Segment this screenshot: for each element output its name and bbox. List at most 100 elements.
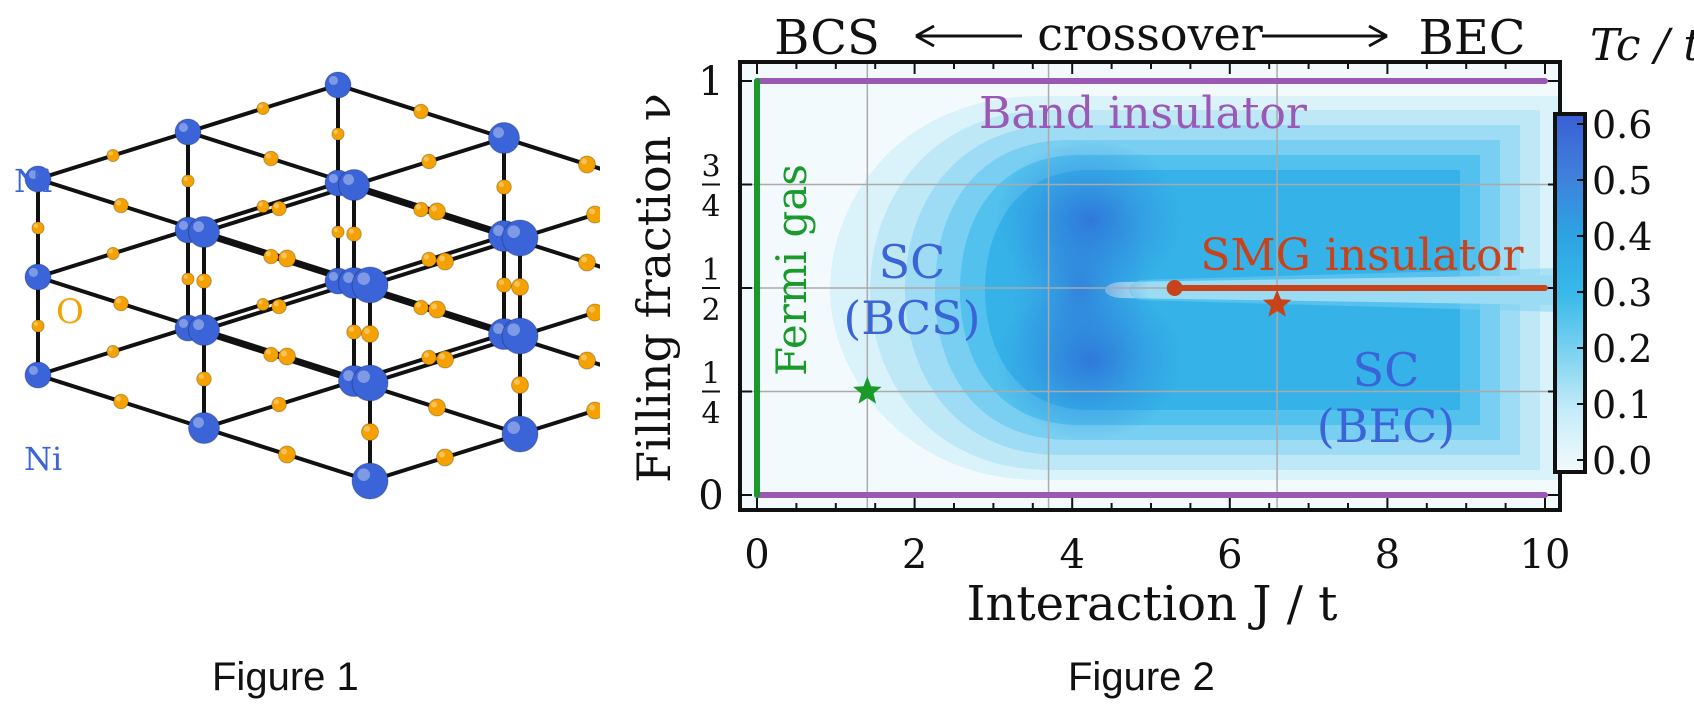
atom-highlight bbox=[333, 129, 338, 135]
oxygen-atom bbox=[263, 150, 279, 167]
phase-markers bbox=[853, 280, 1292, 404]
atom-highlight bbox=[258, 300, 263, 305]
axis-ticks bbox=[740, 62, 1560, 510]
atom-highlight bbox=[514, 281, 521, 287]
nickel-atom bbox=[351, 266, 389, 304]
atom-highlight bbox=[364, 328, 370, 334]
oxygen-atom bbox=[413, 103, 429, 120]
atom-highlight bbox=[439, 255, 445, 262]
atom-highlight bbox=[439, 353, 445, 360]
atom-highlight bbox=[493, 127, 505, 138]
atom-highlight bbox=[281, 350, 287, 357]
crossover-label: crossover bbox=[1037, 7, 1263, 61]
oxygen-atom bbox=[428, 300, 446, 319]
oxygen-atom bbox=[361, 325, 379, 343]
atom-highlight bbox=[507, 323, 520, 337]
atom-highlight bbox=[273, 203, 279, 209]
atom-highlight bbox=[581, 158, 588, 165]
oxygen-atom bbox=[113, 197, 129, 214]
oxygen-atom bbox=[196, 273, 212, 289]
oxygen-atom bbox=[31, 319, 45, 333]
oxygen-atom bbox=[346, 226, 362, 242]
colorbar-tick-label: 0.6 bbox=[1592, 103, 1652, 147]
atom-highlight bbox=[423, 156, 429, 162]
y-tick-label-denominator: 4 bbox=[701, 190, 720, 225]
oxygen-atom bbox=[278, 347, 296, 366]
crystal-lattice-figure: Ni O Ni bbox=[14, 71, 600, 500]
star-marker bbox=[853, 376, 882, 404]
y-tick-label: 1 bbox=[698, 59, 723, 105]
y-tick-labels: 0 1 4 1 2 3 4 1 bbox=[698, 59, 723, 519]
atom-highlight bbox=[493, 323, 505, 335]
oxygen-atom bbox=[421, 349, 437, 366]
oxygen-atom bbox=[346, 324, 362, 340]
colorbar-tick-label: 0.1 bbox=[1592, 383, 1652, 427]
crossover-left-arrow bbox=[915, 24, 1022, 48]
phase-lines bbox=[754, 78, 1548, 498]
bcs-regime-label: BCS bbox=[774, 10, 880, 66]
atom-highlight bbox=[357, 468, 371, 482]
oxygen-atom bbox=[256, 199, 270, 214]
y-tick-label-denominator: 2 bbox=[701, 293, 720, 328]
x-tick-label: 8 bbox=[1375, 532, 1400, 578]
nickel-atom bbox=[351, 364, 389, 402]
sc-bcs-label-line1: SC bbox=[879, 235, 946, 289]
oxygen-atom bbox=[511, 376, 529, 394]
oxygen-atom bbox=[196, 371, 212, 387]
oxygen-atom bbox=[271, 200, 287, 217]
atom-highlight bbox=[493, 225, 505, 236]
atom-highlight bbox=[108, 347, 113, 352]
oxygen-atom bbox=[578, 351, 596, 370]
oxygen-label: O bbox=[56, 292, 84, 332]
atom-highlight bbox=[333, 227, 338, 233]
oxygen-atom bbox=[436, 252, 454, 271]
oxygen-atom bbox=[413, 299, 429, 316]
atom-highlight bbox=[431, 303, 437, 310]
atom-highlight bbox=[439, 451, 445, 458]
y-tick-label: 0 bbox=[698, 473, 723, 519]
x-tick-label: 10 bbox=[1520, 532, 1571, 578]
oxygen-atom bbox=[421, 251, 437, 268]
atom-highlight bbox=[193, 319, 204, 331]
atom-highlight bbox=[514, 379, 521, 385]
oxygen-atom bbox=[31, 221, 45, 235]
colorbar-tick-label: 0.2 bbox=[1592, 327, 1652, 371]
oxygen-atom bbox=[436, 350, 454, 369]
oxygen-atom bbox=[181, 272, 195, 286]
atom-highlight bbox=[415, 302, 421, 308]
oxygen-atom bbox=[413, 201, 429, 218]
oxygen-atom bbox=[428, 202, 446, 221]
sc-bec-label-line1: SC bbox=[1353, 343, 1420, 397]
atom-highlight bbox=[581, 354, 588, 361]
atom-highlight bbox=[281, 448, 287, 455]
colorbar-tick-label: 0.0 bbox=[1592, 439, 1652, 483]
atom-highlight bbox=[28, 169, 38, 179]
ni-label-top: Ni bbox=[14, 162, 52, 200]
colorbar-ticks: 0.6 0.5 0.4 0.3 0.2 0.1 0.0 bbox=[1577, 103, 1652, 483]
atom-highlight bbox=[33, 223, 39, 229]
atom-highlight bbox=[507, 225, 520, 238]
oxygen-atom bbox=[271, 298, 287, 315]
nickel-atom bbox=[338, 169, 370, 201]
atom-highlight bbox=[328, 173, 339, 183]
ni-label-bottom: Ni bbox=[24, 440, 62, 478]
atom-highlight bbox=[115, 200, 121, 206]
colorbar-tick-label: 0.3 bbox=[1592, 271, 1652, 315]
nickel-atom bbox=[24, 361, 52, 389]
nickel-atom bbox=[351, 462, 389, 500]
atom-highlight bbox=[178, 122, 188, 132]
nickel-atom bbox=[174, 118, 202, 146]
atom-highlight bbox=[33, 321, 39, 326]
oxygen-atom bbox=[578, 253, 596, 272]
nickel-atom bbox=[24, 165, 52, 193]
oxygen-atom bbox=[361, 423, 379, 441]
oxygen-atom bbox=[263, 346, 279, 363]
oxygen-atom bbox=[106, 344, 120, 359]
atom-highlight bbox=[357, 272, 371, 286]
atom-highlight bbox=[589, 208, 596, 215]
colorbar-tick-label: 0.4 bbox=[1592, 215, 1652, 259]
nickel-atom bbox=[188, 216, 220, 248]
atom-highlight bbox=[357, 370, 371, 384]
atom-highlight bbox=[265, 251, 271, 257]
